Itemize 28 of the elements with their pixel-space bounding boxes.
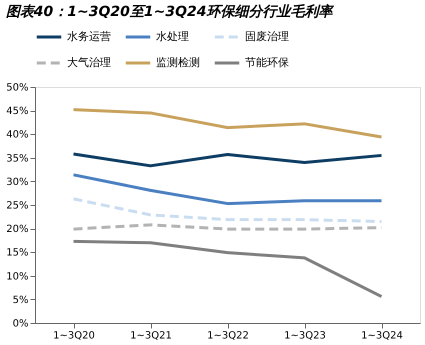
- x-tick-label: 1~3Q20: [53, 330, 95, 342]
- x-tick-label: 1~3Q22: [207, 330, 249, 342]
- line-series: [72, 173, 383, 206]
- y-tick-label: 40%: [6, 130, 28, 141]
- y-tick-label: 20%: [6, 224, 28, 236]
- y-tick-label: 25%: [6, 200, 28, 212]
- legend-label: 水处理: [156, 30, 189, 43]
- x-tick-label: 1~3Q24: [361, 330, 403, 342]
- line-series: [72, 152, 383, 168]
- y-tick-label: 15%: [6, 248, 28, 259]
- line-series: [72, 240, 383, 298]
- y-tick-label: 10%: [6, 271, 28, 282]
- y-tick-label: 0%: [12, 318, 28, 330]
- legend-label: 节能环保: [245, 56, 289, 69]
- legend-label: 固废治理: [245, 30, 289, 43]
- line-series: [72, 108, 383, 139]
- y-tick-label: 50%: [6, 82, 28, 94]
- y-tick-label: 5%: [12, 294, 28, 306]
- line-series: [72, 197, 383, 224]
- y-tick-label: 45%: [6, 106, 28, 118]
- legend-label: 大气治理: [67, 56, 111, 69]
- legend-label: 监测检测: [156, 56, 200, 69]
- y-tick-label: 35%: [6, 153, 28, 164]
- x-tick-label: 1~3Q21: [130, 330, 172, 342]
- chart-title: 图表40：1~3Q20至1~3Q24环保细分行业毛利率: [6, 3, 334, 20]
- y-tick-label: 30%: [6, 176, 28, 188]
- x-tick-label: 1~3Q23: [284, 330, 326, 342]
- legend-label: 水务运营: [67, 30, 111, 43]
